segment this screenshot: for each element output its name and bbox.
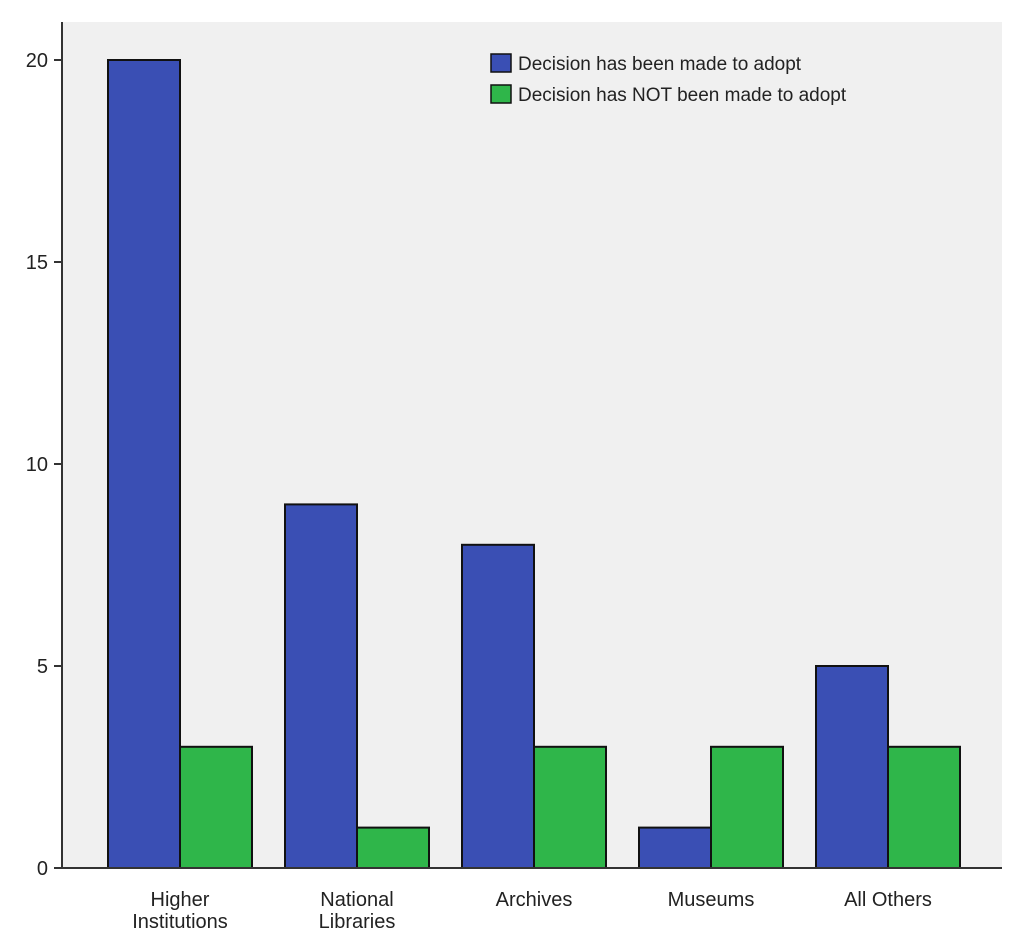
x-category-label: All Others xyxy=(844,889,932,911)
bar-adopted-3 xyxy=(638,826,712,869)
bar-not-adopted-2 xyxy=(533,745,607,869)
bar-not-adopted-3 xyxy=(710,745,784,869)
bar-adopted-4 xyxy=(815,665,889,869)
x-category-label: National xyxy=(320,889,393,911)
bar-adopted-1 xyxy=(284,503,358,869)
y-tick-label: 10 xyxy=(26,454,48,476)
y-tick-label: 20 xyxy=(26,50,48,72)
x-category-label: Institutions xyxy=(132,911,228,933)
y-ticks-layer: 0 5 10 15 20 xyxy=(26,50,62,880)
legend-swatch xyxy=(490,53,512,73)
x-category-label: Higher xyxy=(151,889,210,911)
legend-label: Decision has been made to adopt xyxy=(518,54,802,75)
x-category-label: Museums xyxy=(668,889,755,911)
x-category-label: Archives xyxy=(496,889,573,911)
bar-not-adopted-0 xyxy=(179,745,253,869)
y-tick-label: 15 xyxy=(26,252,48,274)
bar-not-adopted-1 xyxy=(356,826,430,869)
legend: Decision has been made to adopt Decision … xyxy=(490,53,847,106)
legend-label: Decision has NOT been made to adopt xyxy=(518,85,847,106)
y-tick-label: 0 xyxy=(37,858,48,880)
legend-swatch xyxy=(490,84,512,104)
bar-adopted-0 xyxy=(107,59,181,869)
bar-not-adopted-4 xyxy=(887,745,961,869)
bars-layer xyxy=(107,59,961,869)
x-category-label: Libraries xyxy=(319,911,396,933)
bar-adopted-2 xyxy=(461,543,535,869)
y-tick-label: 5 xyxy=(37,656,48,678)
